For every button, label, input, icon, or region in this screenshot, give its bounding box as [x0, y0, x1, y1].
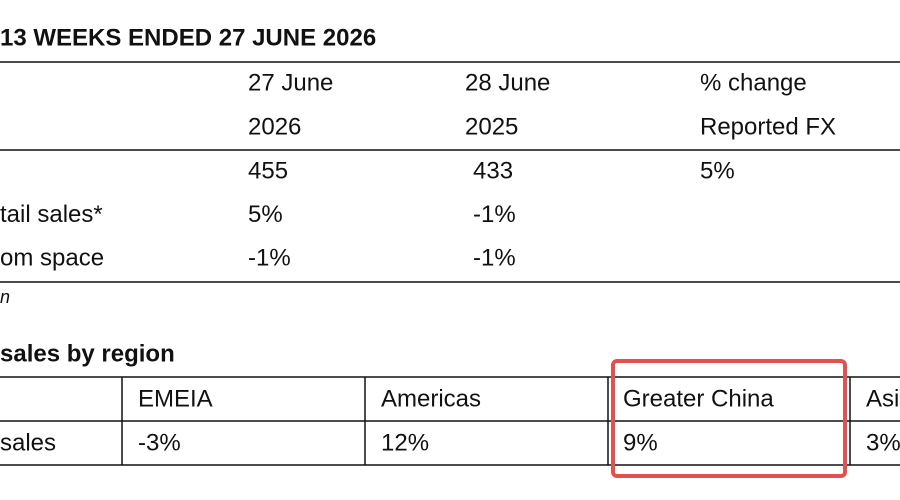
cell: 5%: [248, 201, 283, 228]
cell: -1%: [248, 244, 291, 271]
column-header: Reported FX: [700, 113, 836, 140]
row-label: sales: [0, 429, 56, 456]
column-header: 27 June: [248, 69, 333, 96]
section-title: sales by region: [0, 340, 175, 367]
cell: -1%: [473, 244, 516, 271]
column-header: 2026: [248, 113, 301, 140]
cell: -3%: [138, 429, 181, 456]
cell: 3%: [866, 429, 900, 456]
region-header: Greater China: [623, 385, 774, 412]
region-header: Asi: [866, 385, 899, 412]
region-header: EMEIA: [138, 385, 213, 412]
column-header: 2025: [465, 113, 518, 140]
column-header: 28 June: [465, 69, 550, 96]
region-grid: [0, 376, 900, 466]
region-header: Americas: [381, 385, 481, 412]
cell: 9%: [623, 429, 658, 456]
highlight-box: [611, 359, 847, 478]
cell: -1%: [473, 201, 516, 228]
cell: 5%: [700, 157, 735, 184]
cell: 455: [248, 157, 288, 184]
cell: 433: [473, 157, 513, 184]
footnote: n: [0, 287, 10, 307]
row-label: om space: [0, 244, 104, 271]
row-label: tail sales*: [0, 201, 103, 228]
cell: 12%: [381, 429, 429, 456]
column-header: % change: [700, 69, 807, 96]
title: 13 WEEKS ENDED 27 JUNE 2026: [0, 24, 376, 51]
